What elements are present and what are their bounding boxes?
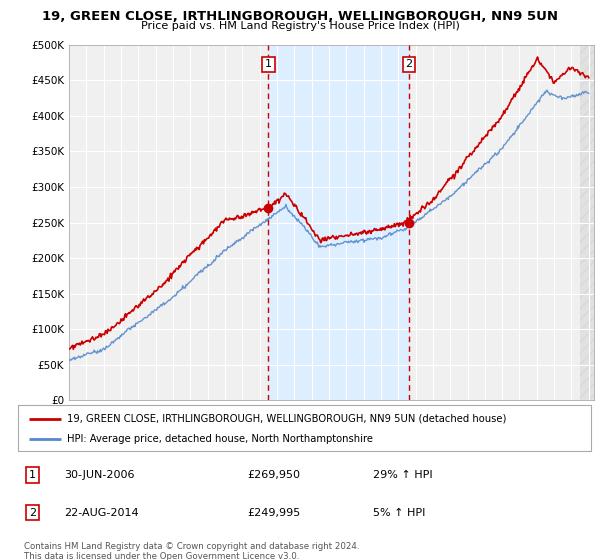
Text: HPI: Average price, detached house, North Northamptonshire: HPI: Average price, detached house, Nort… bbox=[67, 435, 373, 444]
Text: 22-AUG-2014: 22-AUG-2014 bbox=[64, 507, 139, 517]
Text: 29% ↑ HPI: 29% ↑ HPI bbox=[373, 470, 433, 480]
Text: 2: 2 bbox=[406, 59, 413, 69]
Text: Contains HM Land Registry data © Crown copyright and database right 2024.
This d: Contains HM Land Registry data © Crown c… bbox=[24, 542, 359, 560]
Text: 1: 1 bbox=[29, 470, 36, 480]
Bar bbox=[580, 45, 598, 400]
Text: £269,950: £269,950 bbox=[247, 470, 300, 480]
Text: 1: 1 bbox=[265, 59, 272, 69]
Text: Price paid vs. HM Land Registry's House Price Index (HPI): Price paid vs. HM Land Registry's House … bbox=[140, 21, 460, 31]
Text: 30-JUN-2006: 30-JUN-2006 bbox=[64, 470, 134, 480]
Text: 19, GREEN CLOSE, IRTHLINGBOROUGH, WELLINGBOROUGH, NN9 5UN (detached house): 19, GREEN CLOSE, IRTHLINGBOROUGH, WELLIN… bbox=[67, 414, 506, 424]
Text: 19, GREEN CLOSE, IRTHLINGBOROUGH, WELLINGBOROUGH, NN9 5UN: 19, GREEN CLOSE, IRTHLINGBOROUGH, WELLIN… bbox=[42, 10, 558, 22]
Text: 2: 2 bbox=[29, 507, 36, 517]
FancyBboxPatch shape bbox=[18, 405, 591, 451]
Text: 5% ↑ HPI: 5% ↑ HPI bbox=[373, 507, 425, 517]
Bar bbox=[268, 45, 409, 400]
Text: £249,995: £249,995 bbox=[247, 507, 301, 517]
